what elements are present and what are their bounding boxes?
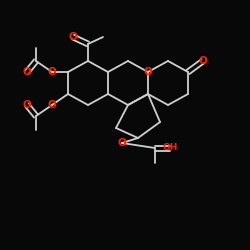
Text: OH: OH [162,144,178,152]
Text: O: O [22,67,32,77]
Text: O: O [144,67,152,77]
Text: O: O [68,32,78,42]
Text: O: O [118,138,126,148]
Text: O: O [22,100,32,110]
Text: O: O [198,56,207,66]
Text: O: O [48,100,56,110]
Text: O: O [48,67,56,77]
